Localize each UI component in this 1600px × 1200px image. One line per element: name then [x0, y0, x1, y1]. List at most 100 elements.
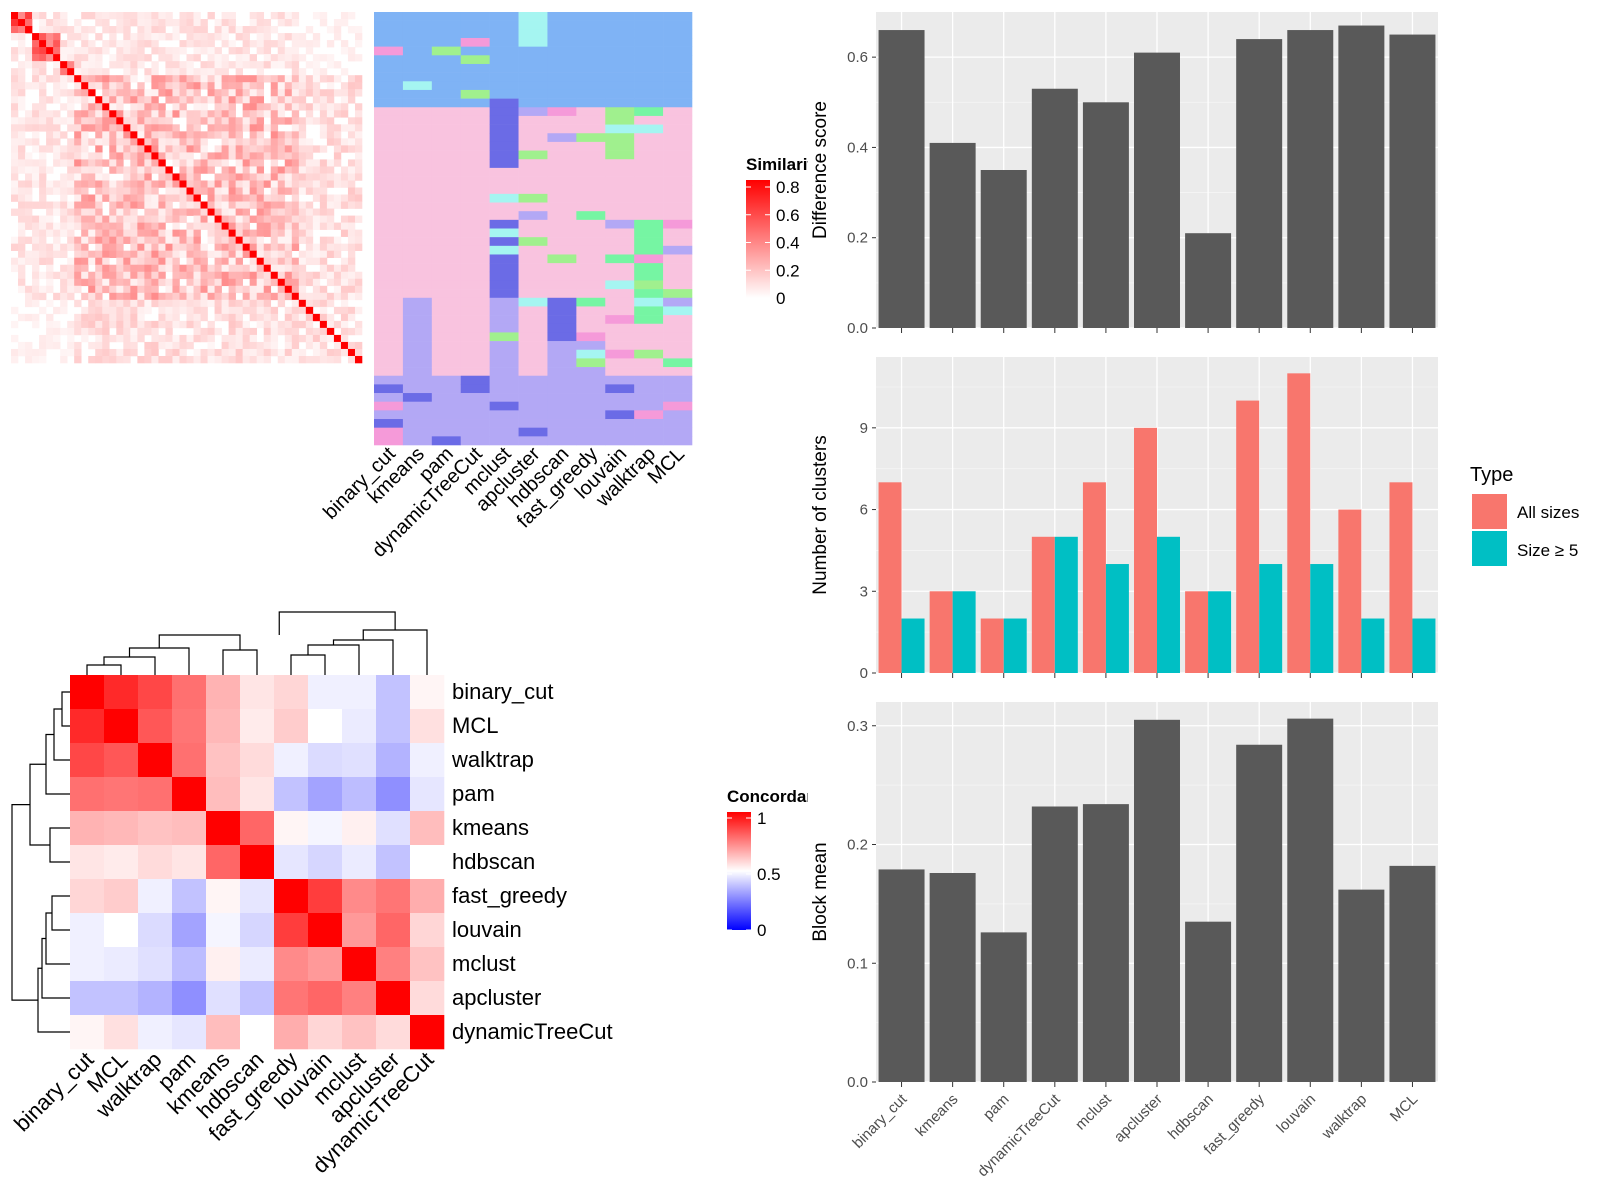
- cluster-cell: [402, 202, 433, 212]
- cluster-cell: [663, 20, 693, 30]
- cluster-cell: [663, 37, 693, 47]
- similarity-cell: [130, 138, 138, 146]
- similarity-cell: [326, 124, 335, 132]
- similarity-cell: [221, 292, 229, 301]
- similarity-cell: [74, 271, 82, 280]
- similarity-cell: [123, 33, 131, 41]
- cluster-cell: [547, 37, 577, 47]
- similarity-cell: [340, 271, 349, 280]
- similarity-cell: [256, 173, 265, 181]
- cluster-cell: [431, 12, 462, 21]
- similarity-cell: [74, 180, 82, 188]
- similarity-cell: [354, 306, 363, 315]
- similarity-cell: [277, 131, 286, 139]
- similarity-cell: [249, 257, 257, 266]
- similarity-cell: [340, 222, 349, 230]
- similarity-cell: [32, 103, 40, 111]
- cluster-cell: [518, 349, 548, 359]
- similarity-cell: [256, 19, 265, 27]
- similarity-cell: [186, 54, 194, 62]
- similarity-cell: [354, 215, 363, 223]
- similarity-cell: [130, 278, 138, 287]
- cluster-cell: [460, 89, 490, 99]
- similarity-cell: [74, 243, 82, 251]
- cluster-cell: [460, 98, 490, 108]
- similarity-cell: [123, 334, 131, 343]
- similarity-cell: [228, 285, 236, 294]
- cluster-cell: [576, 202, 606, 212]
- similarity-cell: [207, 341, 215, 350]
- similarity-cell: [137, 285, 145, 294]
- similarity-cell: [165, 138, 173, 146]
- legend-swatch-size5: [1472, 531, 1507, 566]
- cluster-cell: [489, 72, 519, 82]
- similarity-cell: [284, 271, 293, 280]
- similarity-cell: [123, 299, 131, 308]
- similarity-cell: [256, 236, 265, 244]
- similarity-cell: [277, 320, 286, 329]
- similarity-cell: [165, 320, 173, 329]
- cluster-cell: [547, 12, 577, 21]
- similarity-cell: [347, 250, 356, 258]
- similarity-cell: [88, 138, 96, 146]
- similarity-cell: [312, 278, 321, 287]
- similarity-cell: [235, 61, 243, 69]
- similarity-cell: [172, 250, 180, 258]
- cluster-cell: [489, 393, 519, 402]
- similarity-cell: [25, 348, 33, 357]
- similarity-cell: [130, 292, 138, 301]
- cluster-cell: [634, 254, 664, 264]
- similarity-cell: [249, 145, 257, 153]
- similarity-cell: [354, 278, 363, 287]
- similarity-cell: [354, 103, 363, 111]
- similarity-cell: [207, 348, 215, 357]
- cluster-cell: [518, 341, 548, 351]
- similarity-cell: [144, 54, 152, 62]
- similarity-cell: [235, 306, 243, 315]
- similarity-cell: [130, 180, 138, 188]
- similarity-cell: [88, 26, 96, 34]
- cluster-cell: [634, 263, 664, 273]
- similarity-cell: [249, 194, 257, 202]
- similarity-cell: [207, 68, 215, 76]
- similarity-cell: [277, 208, 286, 216]
- cluster-cell: [576, 37, 606, 47]
- similarity-cell: [109, 110, 117, 118]
- similarity-cell: [158, 201, 166, 209]
- similarity-cell: [179, 355, 187, 364]
- similarity-cell: [326, 250, 335, 258]
- concordance-cell: [70, 879, 105, 914]
- cluster-cell: [576, 237, 606, 247]
- similarity-cell: [144, 68, 152, 76]
- cluster-cell: [663, 341, 693, 351]
- similarity-cell: [172, 215, 180, 223]
- bar: [1054, 536, 1078, 673]
- similarity-cell: [284, 187, 293, 195]
- cluster-cell: [576, 367, 606, 377]
- similarity-cell: [333, 278, 342, 287]
- similarity-cell: [270, 61, 279, 69]
- similarity-cell: [291, 47, 300, 55]
- similarity-cell: [130, 33, 138, 41]
- similarity-cell: [319, 159, 328, 167]
- similarity-cell: [221, 131, 229, 139]
- similarity-cell: [137, 201, 145, 209]
- similarity-cell: [228, 327, 236, 336]
- similarity-cell: [172, 320, 180, 329]
- cluster-cell: [374, 55, 404, 65]
- similarity-cell: [32, 68, 40, 76]
- concordance-cell: [410, 845, 445, 880]
- concordance-cell: [70, 743, 105, 778]
- similarity-cell: [74, 145, 82, 153]
- concordance-cell: [308, 845, 343, 880]
- similarity-cell: [179, 194, 187, 202]
- similarity-cell: [319, 222, 328, 230]
- similarity-cell: [347, 159, 356, 167]
- similarity-cell: [270, 292, 279, 301]
- similarity-cell: [179, 208, 187, 216]
- similarity-cell: [305, 166, 314, 174]
- similarity-cell: [305, 306, 314, 315]
- similarity-cell: [39, 40, 47, 48]
- similarity-cell: [172, 159, 180, 167]
- bar: [1031, 806, 1078, 1082]
